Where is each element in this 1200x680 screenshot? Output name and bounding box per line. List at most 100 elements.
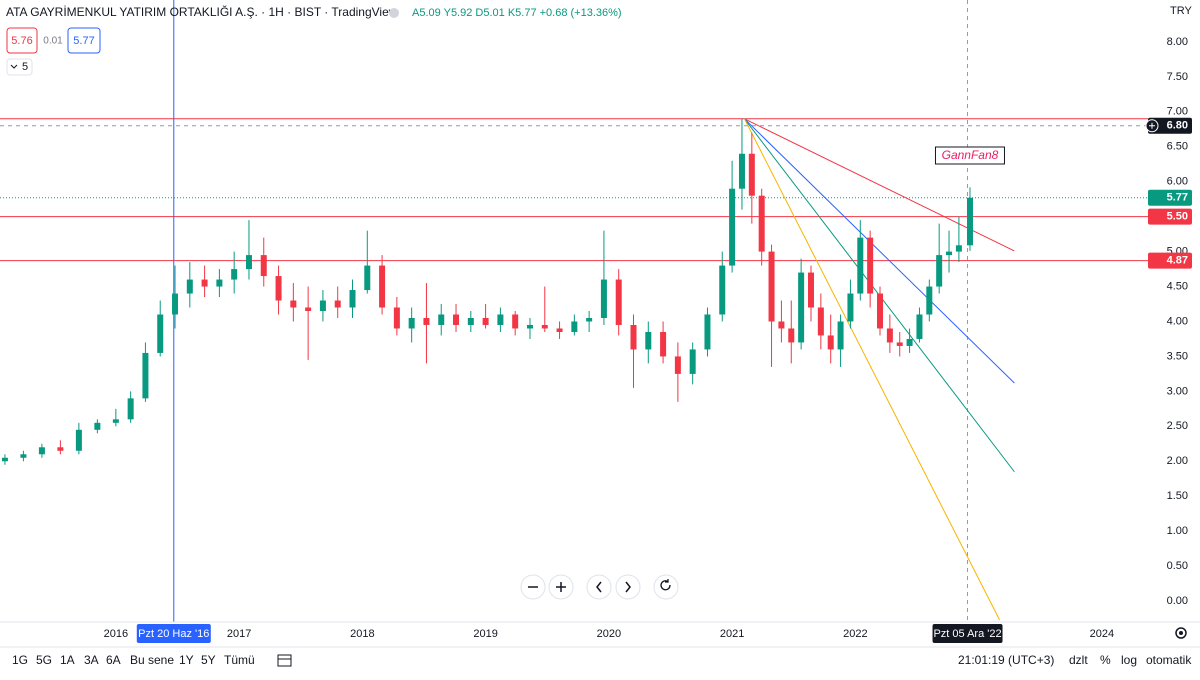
candle-body [571, 321, 578, 332]
candle-body [172, 293, 179, 315]
x-tick-label: 2018 [350, 628, 374, 640]
candle-body [334, 300, 341, 308]
y-tick-label: 3.50 [1167, 350, 1188, 362]
candle-body [393, 307, 400, 329]
scale-option[interactable]: log [1121, 653, 1137, 667]
candle-body [827, 335, 834, 350]
range-button[interactable]: 1Y [179, 653, 194, 667]
candle-body [290, 300, 297, 308]
candle-body [94, 422, 101, 430]
range-button[interactable]: 5Y [201, 653, 216, 667]
scale-option[interactable]: % [1100, 653, 1111, 667]
range-button[interactable]: 5G [36, 653, 52, 667]
icon [660, 579, 671, 591]
candle-body [541, 324, 548, 329]
candle-body [886, 328, 893, 343]
scale-option[interactable]: otomatik [1146, 653, 1192, 667]
gann-label: GannFan8 [942, 148, 999, 162]
candle-body [512, 314, 519, 329]
candle-body [349, 290, 356, 308]
candle-body [112, 419, 119, 423]
candle-body [216, 279, 223, 287]
scroll-left[interactable] [586, 574, 612, 600]
y-tick-label: 2.50 [1167, 420, 1188, 432]
range-button[interactable]: 1A [60, 653, 75, 667]
candle-body [837, 321, 844, 350]
candle-body [408, 317, 415, 329]
indicator-toggle[interactable] [6, 58, 33, 76]
buy-button[interactable] [67, 27, 101, 54]
candle-body [847, 293, 854, 322]
candle-body [157, 314, 164, 353]
sell-button[interactable] [6, 27, 38, 54]
y-tick-label: 1.00 [1167, 525, 1188, 537]
candle-body [615, 279, 622, 325]
candle-body [645, 331, 652, 350]
candle-body [467, 317, 474, 325]
candle-body [704, 314, 711, 350]
range-button[interactable]: 6A [106, 653, 121, 667]
candle-body [788, 328, 795, 343]
range-button[interactable]: Bu sene [130, 653, 174, 667]
time-label-box [136, 624, 211, 643]
candle-body [142, 352, 149, 399]
candle-body [556, 328, 563, 332]
bid[interactable]: 5.76 [11, 35, 32, 47]
y-tick-label: 6.50 [1167, 141, 1188, 153]
icon [625, 581, 631, 593]
gann-line [743, 118, 1001, 621]
candle-body [1, 457, 8, 462]
candle-body [379, 265, 386, 308]
candle-body [57, 447, 64, 451]
candle-body [600, 279, 607, 318]
candle-body [867, 237, 874, 294]
price-label-box [1148, 189, 1192, 206]
x-tick-label: 2024 [1090, 628, 1114, 640]
price-label: 4.87 [1167, 255, 1188, 267]
candle-body [526, 324, 533, 329]
candle-body [245, 255, 252, 270]
candle-body [966, 197, 973, 246]
y-tick-label: 3.00 [1167, 385, 1188, 397]
range-button[interactable]: Tümü [224, 653, 255, 667]
nav-buttons [520, 574, 679, 600]
icon [596, 581, 602, 593]
candle-body [738, 153, 745, 189]
candle-body [857, 237, 864, 294]
price-label-box [1148, 117, 1192, 134]
candle-body [778, 321, 785, 329]
candle-body [20, 454, 27, 458]
x-tick-label: 2016 [104, 628, 128, 640]
candle-body [660, 331, 667, 357]
price-label: 5.77 [1167, 192, 1188, 204]
candle-body [719, 265, 726, 315]
candle-body [319, 300, 326, 311]
candle-body [186, 279, 193, 294]
price-label: 5.50 [1167, 211, 1188, 223]
indicator-count[interactable]: 5 [22, 61, 28, 73]
price-label: 6.80 [1167, 120, 1188, 132]
candle-body [674, 356, 681, 374]
calendar-icon[interactable] [277, 654, 292, 667]
candle-body [75, 429, 82, 451]
x-tick-label: 2021 [720, 628, 744, 640]
range-button[interactable]: 1G [12, 653, 28, 667]
reset[interactable] [653, 574, 679, 600]
scale-option[interactable]: dzlt [1069, 653, 1088, 667]
candle-body [38, 447, 45, 455]
range-button[interactable]: 3A [84, 653, 99, 667]
ask[interactable]: 5.77 [73, 35, 94, 47]
settings-icon[interactable] [1175, 627, 1187, 639]
chevron [10, 64, 18, 69]
scroll-right[interactable] [615, 574, 641, 600]
candle-body [453, 314, 460, 325]
x-tick-label: 2019 [473, 628, 497, 640]
candle-body [896, 342, 903, 346]
y-tick-label: 7.00 [1167, 106, 1188, 118]
candle-body [275, 276, 282, 301]
status-icon [389, 8, 399, 18]
plot-area [0, 0, 1148, 622]
candle-body [438, 314, 445, 325]
candle-body [630, 324, 637, 350]
candle-body [231, 269, 238, 280]
